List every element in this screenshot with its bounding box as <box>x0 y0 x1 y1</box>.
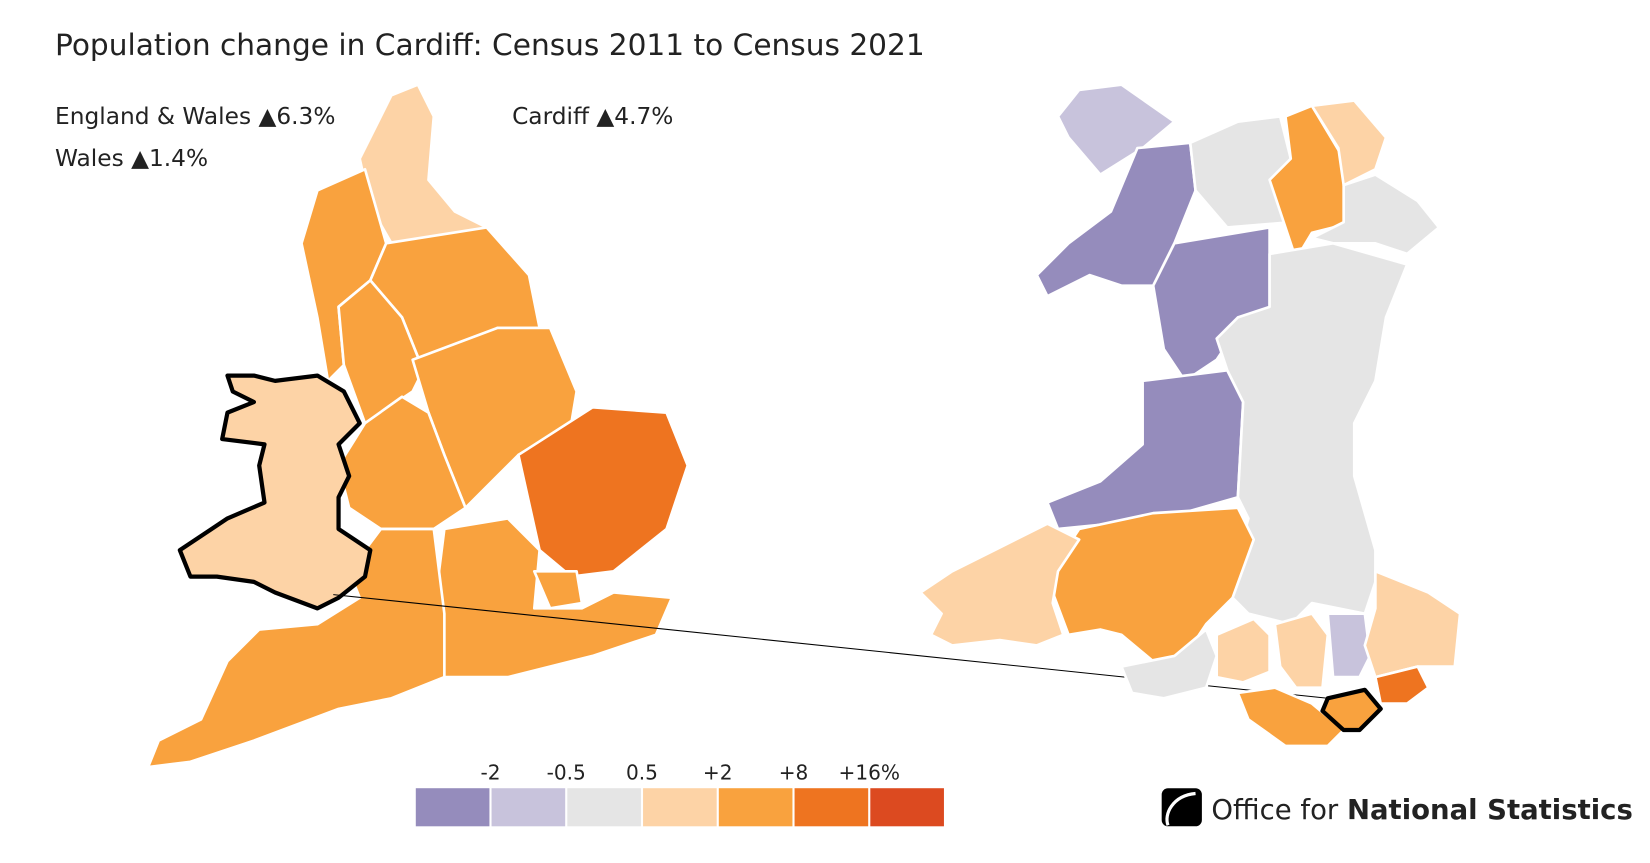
area <box>1310 99 1388 187</box>
legend-tick: -0.5 <box>547 761 586 785</box>
legend-swatch <box>794 788 869 827</box>
legend-swatch <box>567 788 641 827</box>
legend-tick: +8 <box>779 761 809 785</box>
region <box>358 83 489 245</box>
logo-prefix: Office for <box>1211 794 1339 826</box>
england-wales-map <box>146 83 690 769</box>
area <box>919 522 1081 647</box>
logo-icon <box>1161 788 1202 827</box>
logo: Office for National Statistics <box>1161 788 1633 827</box>
logo-swoosh <box>1165 791 1196 826</box>
area <box>1215 242 1409 626</box>
region <box>517 406 690 578</box>
legend-swatch <box>870 788 944 827</box>
wales-outline <box>177 373 373 611</box>
legend-tick: +16% <box>839 761 901 785</box>
area <box>1056 83 1176 176</box>
region <box>532 569 584 610</box>
area <box>1046 368 1245 531</box>
stat-wales: Wales ▲1.4% <box>55 145 208 172</box>
area <box>1363 569 1462 679</box>
area <box>1310 173 1441 256</box>
logo-name: National Statistics <box>1347 794 1633 826</box>
wales-map <box>919 83 1462 748</box>
area <box>1215 617 1271 684</box>
area <box>1326 612 1372 679</box>
legend-swatch <box>491 788 566 827</box>
area <box>1120 628 1219 700</box>
region <box>146 527 446 769</box>
legend-swatch <box>415 788 490 827</box>
title: Population change in Cardiff: Census 201… <box>55 28 925 62</box>
cardiff-outline <box>1320 687 1383 733</box>
legend-tick: -2 <box>480 761 500 785</box>
legend: -2 -0.5 0.5 +2 +8 +16% <box>415 761 944 827</box>
legend-tick: +2 <box>703 761 733 785</box>
stat-ew: England & Wales ▲6.3% <box>55 103 335 130</box>
area <box>1273 612 1330 690</box>
area <box>1236 686 1345 748</box>
area <box>1374 665 1430 705</box>
logo-text: Office for National Statistics <box>1211 794 1632 826</box>
legend-tick: 0.5 <box>626 761 658 785</box>
map-layer: Population change in Cardiff: Census 201… <box>55 28 1633 827</box>
stat-cardiff: Cardiff ▲4.7% <box>512 103 673 130</box>
legend-swatch <box>643 788 717 827</box>
legend-swatch <box>718 788 793 827</box>
